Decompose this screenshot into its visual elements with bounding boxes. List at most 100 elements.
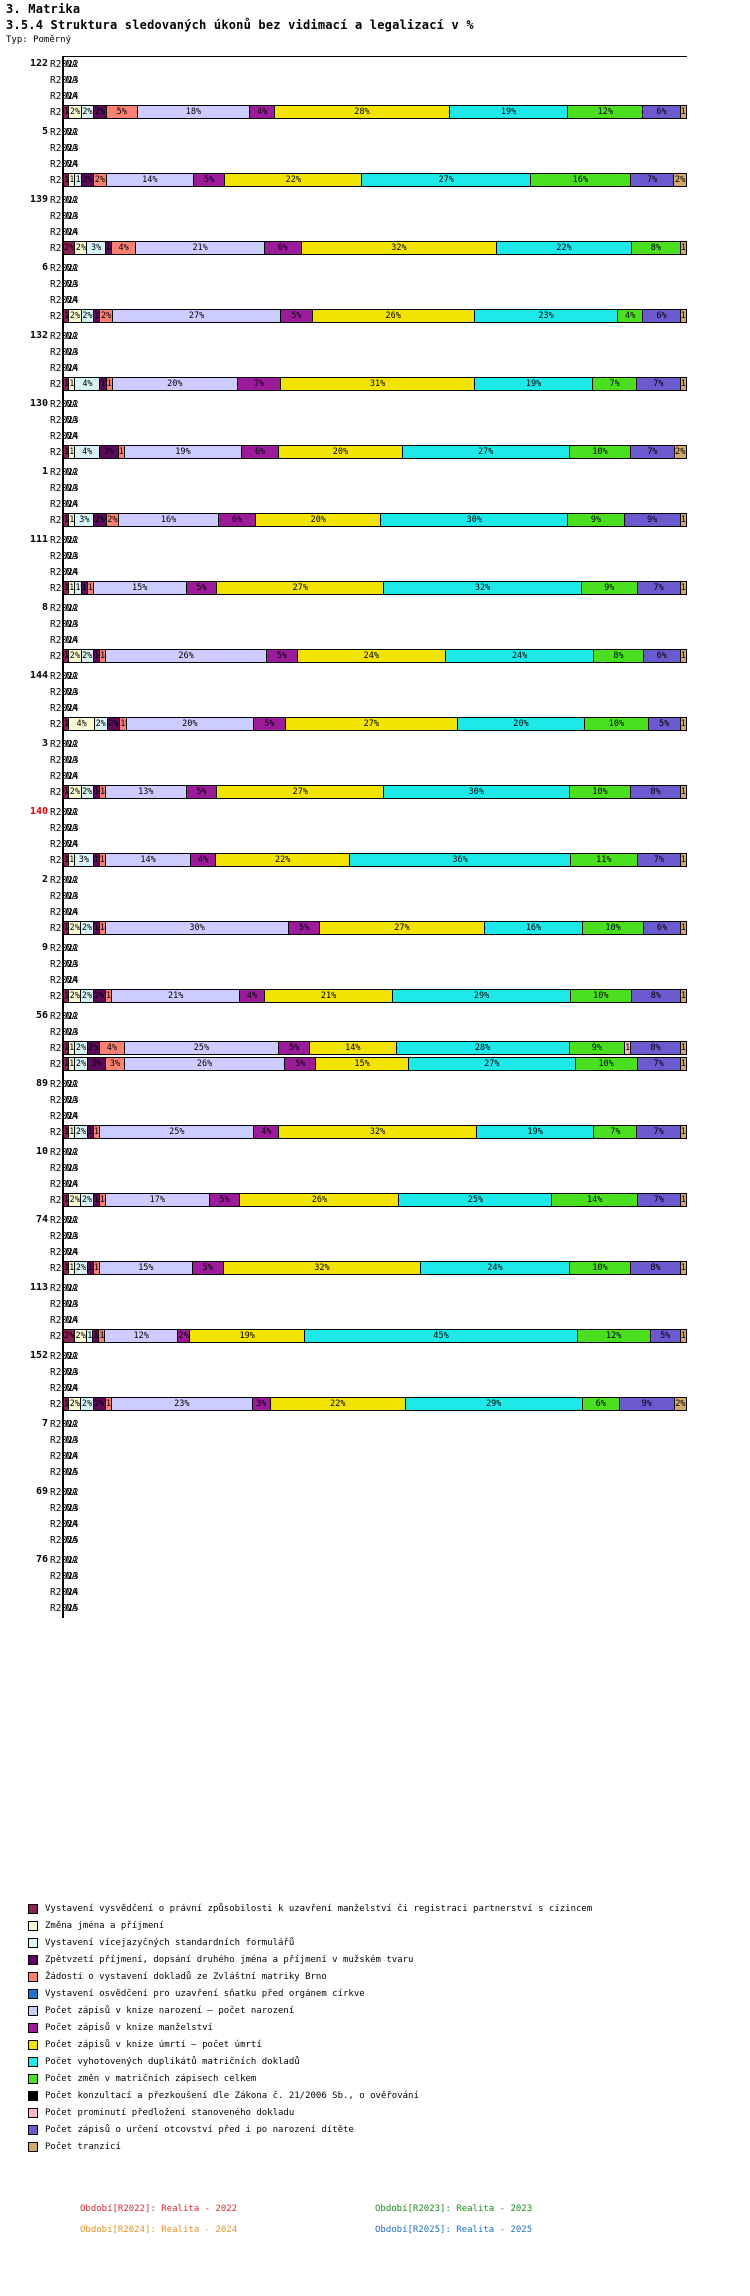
bar-segment[interactable]: 2% xyxy=(81,785,94,799)
bar-segment[interactable]: 1% xyxy=(69,377,76,391)
bar-segment[interactable]: 1% xyxy=(680,717,687,731)
bar-segment[interactable]: 36% xyxy=(350,853,571,867)
bar-segment[interactable]: 1% xyxy=(63,1193,70,1207)
bar-segment[interactable]: 25% xyxy=(399,1193,553,1207)
bar-segment[interactable]: 1% xyxy=(680,309,687,323)
legend-item[interactable]: Počet zápisů o určení otcovství před i p… xyxy=(28,2121,592,2138)
bar-segment[interactable]: 1% xyxy=(63,717,70,731)
bar-segment[interactable]: 14% xyxy=(310,1041,397,1055)
bar-segment[interactable]: 1% xyxy=(105,1397,112,1411)
bar-segment[interactable]: 2% xyxy=(69,1193,82,1207)
bar-segment[interactable]: 1% xyxy=(93,1125,101,1139)
bar-segment[interactable]: 4% xyxy=(191,853,216,867)
bar-segment[interactable]: 10% xyxy=(569,445,632,459)
bar-segment[interactable]: 1% xyxy=(680,1261,687,1275)
bar-segment[interactable]: 9% xyxy=(569,1041,626,1055)
bar-segment[interactable]: 5% xyxy=(281,309,313,323)
bar-segment[interactable]: 21% xyxy=(264,989,394,1003)
bar-segment[interactable]: 1% xyxy=(106,377,113,391)
bar-segment[interactable]: 19% xyxy=(449,105,569,119)
bar-segment[interactable]: 1% xyxy=(680,1057,687,1071)
bar-segment[interactable]: 7% xyxy=(630,173,675,187)
legend-item[interactable]: Žádosti o vystavení dokladů ze Zvláštní … xyxy=(28,1968,592,1985)
bar-segment[interactable]: 2% xyxy=(75,1125,88,1139)
stacked-bar[interactable]: 2%2%3%1%4%21%6%32%22%8%1% xyxy=(63,241,687,255)
stacked-bar[interactable]: 1%2%2%1%1%13%5%27%30%10%8%1% xyxy=(63,785,687,799)
bar-segment[interactable]: 1% xyxy=(680,241,687,255)
bar-segment[interactable]: 7% xyxy=(637,1125,681,1139)
bar-segment[interactable]: 1% xyxy=(99,921,106,935)
bar-segment[interactable]: 2% xyxy=(69,921,82,935)
stacked-bar[interactable]: 2%2%1%1%1%12%2%19%45%12%5%1% xyxy=(63,1329,687,1343)
bar-segment[interactable]: 3% xyxy=(87,241,106,255)
bar-segment[interactable]: 1% xyxy=(81,581,88,595)
bar-segment[interactable]: 1% xyxy=(87,581,94,595)
stacked-bar[interactable]: 1%1%1%1%1%15%5%27%32%9%7%1% xyxy=(63,581,687,595)
bar-segment[interactable]: 27% xyxy=(217,785,385,799)
bar-segment[interactable]: 29% xyxy=(393,989,571,1003)
bar-segment[interactable]: 2% xyxy=(63,1329,76,1343)
stacked-bar[interactable]: 1%2%2%1%1%26%5%24%24%8%6%1% xyxy=(63,649,687,663)
bar-segment[interactable]: 1% xyxy=(680,513,687,527)
bar-segment[interactable]: 1% xyxy=(75,581,82,595)
bar-segment[interactable]: 1% xyxy=(63,649,70,663)
bar-segment[interactable]: 2% xyxy=(75,241,88,255)
bar-segment[interactable]: 6% xyxy=(582,1397,620,1411)
bar-segment[interactable]: 24% xyxy=(445,649,595,663)
bar-segment[interactable]: 19% xyxy=(474,377,594,391)
bar-segment[interactable]: 1% xyxy=(105,241,112,255)
bar-segment[interactable]: 1% xyxy=(63,1041,70,1055)
bar-segment[interactable]: 1% xyxy=(63,989,70,1003)
bar-segment[interactable]: 1% xyxy=(69,445,76,459)
bar-segment[interactable]: 7% xyxy=(237,377,282,391)
bar-segment[interactable]: 8% xyxy=(631,241,681,255)
bar-segment[interactable]: 2% xyxy=(69,309,82,323)
bar-segment[interactable]: 1% xyxy=(680,1329,687,1343)
bar-segment[interactable]: 4% xyxy=(254,1125,280,1139)
bar-segment[interactable]: 1% xyxy=(69,513,76,527)
stacked-bar[interactable]: 1%1%4%1%1%20%7%31%19%7%7%1% xyxy=(63,377,687,391)
bar-segment[interactable]: 6% xyxy=(643,309,681,323)
stacked-bar[interactable]: 1%2%2%1%1%30%5%27%16%10%6%1% xyxy=(63,921,687,935)
bar-segment[interactable]: 12% xyxy=(568,105,644,119)
bar-segment[interactable]: 1% xyxy=(680,1125,687,1139)
bar-segment[interactable]: 5% xyxy=(648,717,681,731)
bar-segment[interactable]: 1% xyxy=(100,377,107,391)
bar-segment[interactable]: 2% xyxy=(674,1397,687,1411)
stacked-bar[interactable]: 1%1%2%2%4%25%5%14%28%9%1%8%1% xyxy=(63,1041,687,1055)
stacked-bar[interactable]: 1%2%2%2%5%18%4%28%19%12%6%1% xyxy=(63,105,687,119)
bar-segment[interactable]: 8% xyxy=(631,1041,681,1055)
bar-segment[interactable]: 24% xyxy=(297,649,446,663)
bar-segment[interactable]: 22% xyxy=(270,1397,406,1411)
bar-segment[interactable]: 9% xyxy=(568,513,625,527)
stacked-bar[interactable]: 1%2%2%1%1%17%5%26%25%14%7%1% xyxy=(63,1193,687,1207)
bar-segment[interactable]: 2% xyxy=(94,513,107,527)
bar-segment[interactable]: 2% xyxy=(674,173,687,187)
bar-segment[interactable]: 6% xyxy=(264,241,302,255)
bar-segment[interactable]: 5% xyxy=(279,1041,311,1055)
bar-segment[interactable]: 1% xyxy=(680,1041,687,1055)
bar-segment[interactable]: 27% xyxy=(408,1057,576,1071)
bar-segment[interactable]: 9% xyxy=(624,513,681,527)
bar-segment[interactable]: 10% xyxy=(569,785,632,799)
bar-segment[interactable]: 1% xyxy=(120,717,127,731)
bar-segment[interactable]: 7% xyxy=(594,1125,638,1139)
bar-segment[interactable]: 18% xyxy=(137,105,251,119)
bar-segment[interactable]: 1% xyxy=(93,1329,100,1343)
bar-segment[interactable]: 4% xyxy=(75,377,101,391)
bar-segment[interactable]: 5% xyxy=(209,1193,241,1207)
bar-segment[interactable]: 5% xyxy=(186,581,218,595)
bar-segment[interactable]: 2% xyxy=(69,649,82,663)
bar-segment[interactable]: 1% xyxy=(63,1261,70,1275)
bar-segment[interactable]: 1% xyxy=(680,1193,687,1207)
bar-segment[interactable]: 30% xyxy=(105,921,290,935)
bar-segment[interactable]: 1% xyxy=(680,649,687,663)
bar-segment[interactable]: 30% xyxy=(384,785,570,799)
bar-segment[interactable]: 2% xyxy=(81,173,95,187)
bar-segment[interactable]: 7% xyxy=(637,853,681,867)
bar-segment[interactable]: 28% xyxy=(275,105,450,119)
bar-segment[interactable]: 2% xyxy=(94,105,107,119)
bar-segment[interactable]: 1% xyxy=(93,649,101,663)
bar-segment[interactable]: 1% xyxy=(680,581,687,595)
bar-segment[interactable]: 1% xyxy=(118,445,125,459)
